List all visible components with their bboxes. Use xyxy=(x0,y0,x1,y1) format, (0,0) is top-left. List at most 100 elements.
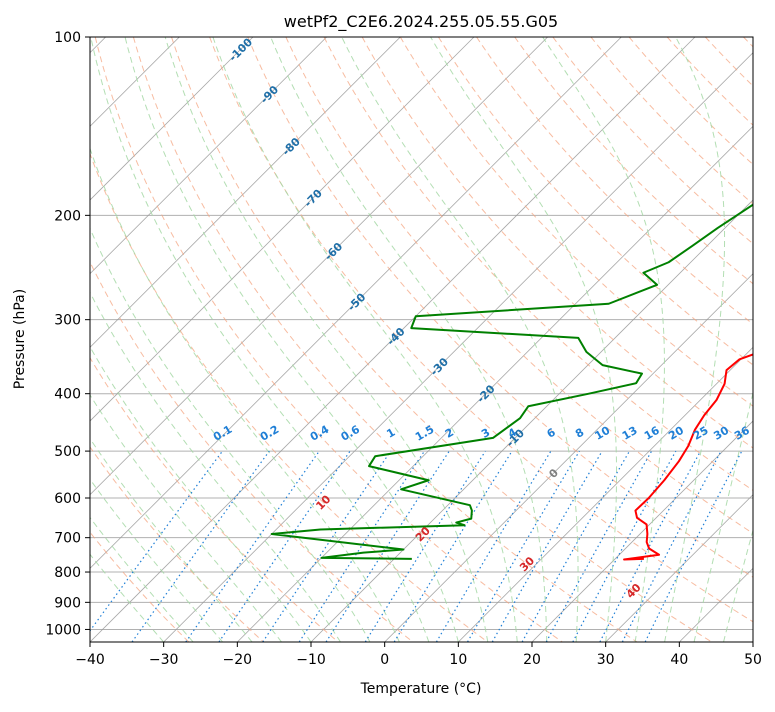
dewpoint-profile-line xyxy=(270,203,753,560)
mixing-ratio-label: 30 xyxy=(711,424,731,443)
x-tick-label: −30 xyxy=(149,652,179,668)
dry-adiabat-line xyxy=(285,37,753,535)
temperature-profile-line xyxy=(623,353,753,561)
mixing-ratio-label: 0.2 xyxy=(258,423,281,444)
x-tick-label: −10 xyxy=(296,652,326,668)
y-tick-label: 800 xyxy=(54,565,81,581)
mixing-ratio-line xyxy=(218,450,351,642)
dry-adiabat-line xyxy=(361,37,753,449)
isotherm-label: -50 xyxy=(345,290,368,313)
x-tick-label: 10 xyxy=(449,652,467,668)
dry-adiabat-line xyxy=(247,37,753,578)
isotherm-line xyxy=(679,567,753,642)
y-tick-label: 900 xyxy=(54,595,81,611)
dry-adiabat-line xyxy=(666,37,753,126)
isotherm-line xyxy=(605,494,753,642)
mixing-ratio-label: 8 xyxy=(573,426,586,441)
dry-adiabat-line xyxy=(90,531,190,642)
moist-adiabat-line xyxy=(90,553,165,642)
dry-adiabat-line xyxy=(171,37,713,642)
isotherm-line xyxy=(531,420,753,642)
x-tick-label: 0 xyxy=(380,652,389,668)
isotherm-label: -30 xyxy=(428,355,451,378)
y-tick-label: 200 xyxy=(54,208,81,224)
mixing-ratio-label: 6 xyxy=(545,426,558,441)
series-layer xyxy=(270,203,753,561)
moist-adiabat-line xyxy=(752,640,753,642)
moist-adiabat-line xyxy=(90,147,400,642)
mixing-ratio-label: 0.4 xyxy=(308,423,332,444)
moist-adiabat-line xyxy=(90,394,282,642)
x-tick-label: 50 xyxy=(744,652,762,668)
isotherm-label: -80 xyxy=(280,135,303,158)
mixing-ratio-label: 20 xyxy=(666,424,686,443)
mixing-ratio-line xyxy=(466,450,580,642)
dry-adiabat-line xyxy=(132,37,638,642)
isotherm-label: -20 xyxy=(474,382,497,405)
mixing-ratio-line xyxy=(599,450,702,642)
y-tick-label: 300 xyxy=(54,313,81,329)
isotherm-line xyxy=(90,37,254,201)
moist-adiabat-line xyxy=(270,37,548,642)
mixing-ratio-line xyxy=(262,450,392,642)
mixing-ratio-line xyxy=(393,450,513,642)
isotherm-line xyxy=(237,125,753,642)
moist-adiabat-line xyxy=(90,516,194,642)
moist-adiabat-line xyxy=(90,345,312,642)
chart-title: wetPf2_C2E6.2024.255.05.55.G05 xyxy=(284,12,558,32)
isotherm-line xyxy=(90,37,475,422)
isotherm-line xyxy=(90,37,327,275)
dry-adiabat-line xyxy=(590,37,753,205)
x-tick-label: 40 xyxy=(670,652,688,668)
moist-adiabat-line xyxy=(90,37,430,642)
dry-adiabat-line xyxy=(552,37,753,245)
x-tick-label: 30 xyxy=(597,652,615,668)
y-tick-label: 400 xyxy=(54,387,81,403)
x-tick-label: 20 xyxy=(523,652,541,668)
mixing-ratio-label: 0.6 xyxy=(339,423,363,444)
isotherm-label: -100 xyxy=(226,35,255,64)
y-axis-title: Pressure (hPa) xyxy=(12,289,28,389)
mixing-ratio-line xyxy=(644,450,743,642)
isotherm-line xyxy=(90,37,401,348)
mixing-ratio-label: 16 xyxy=(642,424,662,443)
isotherm-label: -60 xyxy=(322,240,345,263)
dry-adiabat-line xyxy=(94,37,563,642)
mixing-ratio-line xyxy=(185,450,320,642)
mixing-ratio-line xyxy=(131,450,270,642)
mixing-ratio-line xyxy=(90,450,223,632)
moist-adiabat-line xyxy=(164,37,489,642)
y-axis: 100 200 300 400 500 600 700 800 900 1000 xyxy=(45,30,90,638)
dry-adiabat-line xyxy=(323,37,753,491)
x-axis: −40 −30 −20 −10 0 10 20 30 40 50 xyxy=(75,642,762,668)
isotherm-line xyxy=(163,52,753,642)
isotherm-label: -70 xyxy=(302,187,325,210)
dry-adiabat-label: 40 xyxy=(624,581,644,601)
mixing-ratio-label: 10 xyxy=(593,424,613,443)
mixing-ratio-label: 25 xyxy=(691,424,711,443)
y-tick-label: 500 xyxy=(54,444,81,460)
plot-frame xyxy=(89,36,754,643)
moist-adiabat-line xyxy=(693,390,753,642)
dry-adiabat-line xyxy=(90,152,488,642)
y-tick-label: 700 xyxy=(54,531,81,547)
x-axis-title: Temperature (°C) xyxy=(360,681,482,697)
mixing-ratio-label: 1.5 xyxy=(413,423,436,444)
mixing-ratio-line xyxy=(545,450,653,642)
x-tick-label: −20 xyxy=(223,652,253,668)
y-tick-label: 1000 xyxy=(45,622,81,638)
isotherm-line xyxy=(752,641,753,642)
moist-adiabat-line xyxy=(341,37,579,642)
isotherm-label: -40 xyxy=(384,325,407,348)
moist-adiabat-line xyxy=(430,37,618,642)
moist-adiabat-line xyxy=(90,437,253,642)
mixing-ratio-line xyxy=(325,450,450,642)
dry-adiabat-line xyxy=(90,446,264,642)
moist-adiabat-line xyxy=(90,291,341,642)
isotherm-line xyxy=(90,37,696,642)
isotherm-line xyxy=(90,37,622,569)
mixing-ratio-line xyxy=(572,450,677,642)
mixing-ratio-label: 36 xyxy=(732,424,752,443)
moist-adiabat-line xyxy=(90,478,223,642)
mixing-ratio-line xyxy=(298,450,425,642)
